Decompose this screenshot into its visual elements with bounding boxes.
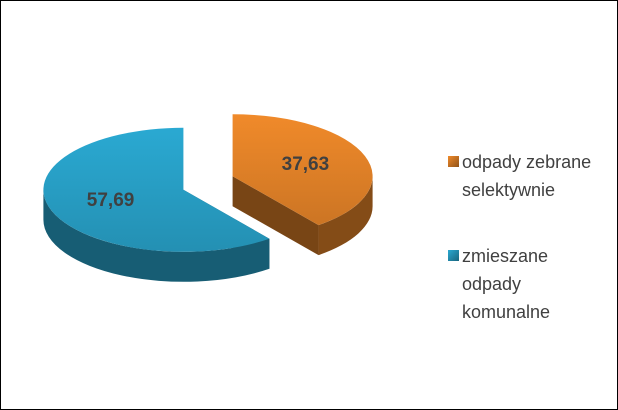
slice-side bbox=[43, 189, 270, 282]
legend-swatch bbox=[448, 250, 459, 261]
legend-label: zmieszane odpady komunalne bbox=[462, 246, 551, 322]
data-label: 37,63 bbox=[282, 154, 330, 175]
slice-side bbox=[318, 176, 373, 256]
legend-label: odpady zebrane selektywnie bbox=[462, 152, 592, 200]
slice bbox=[232, 114, 373, 226]
slice-cut-face bbox=[232, 176, 319, 256]
legend-swatch bbox=[448, 156, 459, 167]
slice bbox=[43, 127, 270, 252]
data-label: 57,69 bbox=[87, 190, 135, 211]
